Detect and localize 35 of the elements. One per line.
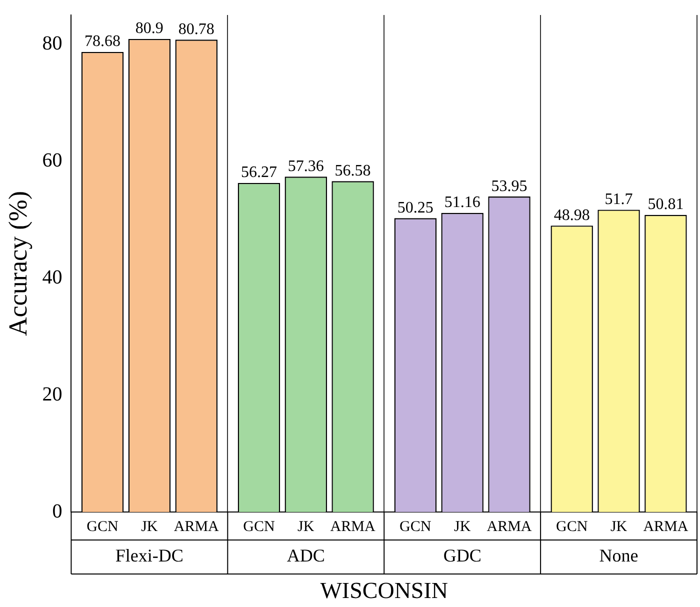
series-label: ARMA <box>643 518 688 535</box>
text: GCN <box>400 518 432 535</box>
data-label: 53.95 <box>491 178 528 195</box>
series-label: JK <box>141 518 158 535</box>
text: GCN <box>243 518 275 535</box>
y-tick-label: 60 <box>42 149 62 172</box>
text: ARMA <box>486 518 532 535</box>
text: JK <box>298 518 314 535</box>
data-label: 51.16 <box>444 194 480 212</box>
data-label: 78.68 <box>84 33 120 50</box>
data-label: 50.81 <box>648 196 684 214</box>
data-label: 56.58 <box>334 162 371 180</box>
x-tick-label: Flexi-DC <box>115 546 184 566</box>
data-label: 56.27 <box>240 164 277 182</box>
y-tick-label: 20 <box>42 383 62 406</box>
data-label: 50.25 <box>397 199 434 216</box>
y-tick-label: 40 <box>42 266 62 288</box>
text: JK <box>610 518 628 535</box>
data-label: 80.9 <box>135 20 164 38</box>
text: GCN <box>556 518 588 535</box>
data-label: 48.98 <box>554 206 590 224</box>
x-tick-label: GDC <box>443 546 482 566</box>
data-label: 51.7 <box>604 190 633 208</box>
x-tick-label: ADC <box>286 546 325 566</box>
y-tick-label: 0 <box>52 500 62 522</box>
text: ARMA <box>174 518 219 535</box>
y-tick-label: 80 <box>42 32 62 54</box>
y-axis-title: Accuracy (%) <box>3 190 32 336</box>
text: ARMA <box>330 518 376 535</box>
x-axis-title: WISCONSIN <box>320 578 448 604</box>
x-tick-label: None <box>599 546 638 566</box>
data-label: 80.78 <box>178 20 214 38</box>
data-label: 57.36 <box>288 158 324 175</box>
series-label: GCN <box>86 518 118 535</box>
text: JK <box>454 518 471 535</box>
